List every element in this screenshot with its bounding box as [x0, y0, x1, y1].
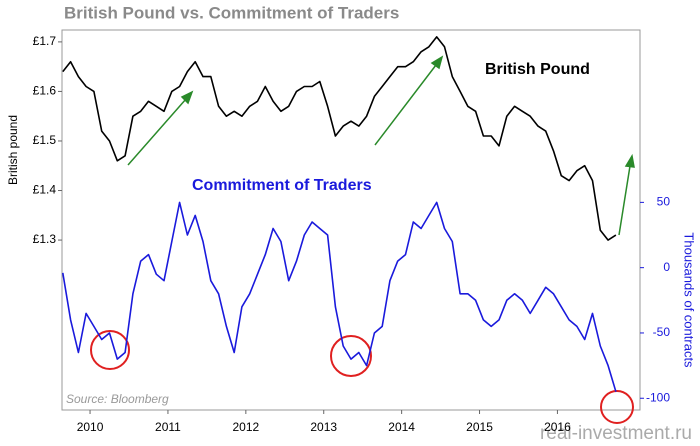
plot-frame — [61, 29, 641, 411]
y2-tick-label: 0 — [663, 260, 670, 274]
x-tick-label: 2012 — [232, 420, 259, 434]
x-tick-label: 2010 — [77, 420, 104, 434]
y-axis-label: British pound — [6, 115, 20, 185]
y-tick-label: £1.4 — [33, 183, 57, 197]
y-tick-label: £1.3 — [33, 232, 57, 246]
x-tick-label: 2015 — [466, 420, 493, 434]
series-label: Commitment of Traders — [192, 177, 372, 194]
y-tick-label: £1.7 — [33, 34, 57, 48]
highlight-circles — [90, 330, 634, 424]
x-tick-label: 2013 — [310, 420, 337, 434]
series-line — [62, 36, 617, 241]
y-tick-label: £1.5 — [33, 133, 57, 147]
y2-axis-label: Thousands of contracts — [682, 232, 697, 368]
y2-tick-label: -50 — [653, 325, 671, 339]
y2-tick-label: -100 — [646, 390, 670, 404]
series-line — [62, 201, 617, 392]
x-tick-label: 2016 — [544, 420, 571, 434]
trend-arrows — [127, 55, 635, 236]
y2-tick-label: 50 — [657, 195, 671, 209]
chart-title: British Pound vs. Commitment of Traders — [64, 3, 399, 22]
source-note: Source: Bloomberg — [66, 392, 169, 406]
x-tick-label: 2014 — [388, 420, 415, 434]
x-tick-label: 2011 — [155, 420, 181, 434]
watermark: real-investment.ru — [540, 423, 692, 444]
series-label: British Pound — [485, 61, 590, 78]
y-tick-label: £1.6 — [33, 84, 57, 98]
